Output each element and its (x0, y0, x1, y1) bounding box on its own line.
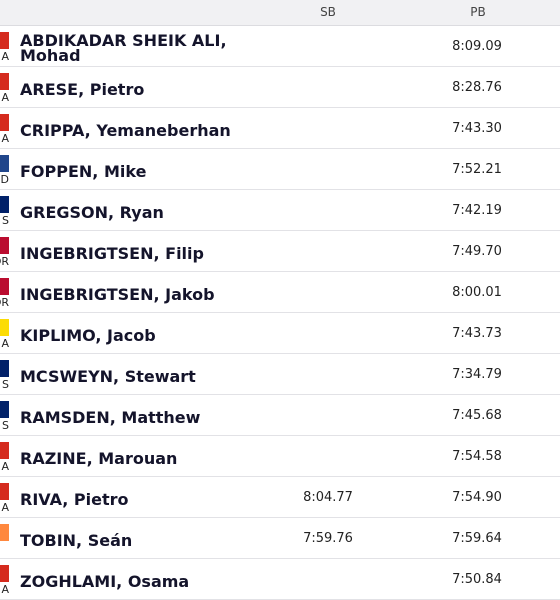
athlete-name: CRIPPA, Yemaneberhan (20, 121, 231, 140)
personal-best: 7:54.90 (452, 490, 502, 505)
country-code: OR (0, 255, 9, 268)
country-code: A (1, 337, 9, 350)
athlete-name: RAMSDEN, Matthew (20, 408, 201, 427)
athlete-name: ZOGHLAMI, Osama (20, 572, 190, 591)
flag-icon (0, 524, 9, 541)
athlete-row: S GREGSON, Ryan 7:42.19 (0, 190, 560, 231)
country-code: A (1, 132, 9, 145)
athlete-row: A ABDIKADAR SHEIK ALI, Mohad 8:09.09 (0, 26, 560, 67)
country-code: A (1, 91, 9, 104)
personal-best: 7:45.68 (452, 408, 502, 423)
athlete-name: RIVA, Pietro (20, 490, 129, 509)
personal-best: 7:54.58 (452, 449, 502, 464)
flag-icon (0, 401, 9, 418)
athlete-name: INGEBRIGTSEN, Jakob (20, 285, 215, 304)
athlete-row: OR INGEBRIGTSEN, Jakob 8:00.01 (0, 272, 560, 313)
country-code: OR (0, 296, 9, 309)
personal-best: 7:59.64 (452, 531, 502, 546)
flag-icon (0, 319, 9, 336)
athlete-row: A KIPLIMO, Jacob 7:43.73 (0, 313, 560, 354)
personal-best: 7:42.19 (452, 203, 502, 218)
flag-icon (0, 32, 9, 49)
personal-best: 8:28.76 (452, 80, 502, 95)
country-code: A (1, 460, 9, 473)
personal-best: 7:52.21 (452, 162, 502, 177)
athlete-row: A ARESE, Pietro 8:28.76 (0, 67, 560, 108)
athlete-name: TOBIN, Seán (20, 531, 133, 550)
season-best: 7:59.76 (303, 531, 353, 546)
athlete-row: A CRIPPA, Yemaneberhan 7:43.30 (0, 108, 560, 149)
athlete-name: ABDIKADAR SHEIK ALI, Mohad (20, 31, 227, 65)
country-code: A (1, 583, 9, 596)
flag-icon (0, 73, 9, 90)
athlete-name: GREGSON, Ryan (20, 203, 164, 222)
personal-best: 8:09.09 (452, 39, 502, 54)
athlete-name: KIPLIMO, Jacob (20, 326, 156, 345)
athlete-row: OR INGEBRIGTSEN, Filip 7:49.70 (0, 231, 560, 272)
athlete-row: A RAZINE, Marouan 7:54.58 (0, 436, 560, 477)
flag-icon (0, 360, 9, 377)
flag-icon (0, 237, 9, 254)
season-best: 8:04.77 (303, 490, 353, 505)
athlete-row: A ZOGHLAMI, Osama 7:50.84 (0, 559, 560, 600)
athlete-row: S MCSWEYN, Stewart 7:34.79 (0, 354, 560, 395)
flag-icon (0, 196, 9, 213)
athlete-row: S RAMSDEN, Matthew 7:45.68 (0, 395, 560, 436)
flag-icon (0, 114, 9, 131)
athlete-name: RAZINE, Marouan (20, 449, 178, 468)
country-code: A (1, 501, 9, 514)
table-header: SB PB (0, 0, 560, 26)
country-code: D (0, 173, 9, 186)
country-code: S (2, 214, 9, 227)
country-code: A (1, 50, 9, 63)
personal-best: 7:50.84 (452, 572, 502, 587)
flag-icon (0, 155, 9, 172)
personal-best: 7:43.30 (452, 121, 502, 136)
country-code: S (2, 378, 9, 391)
flag-icon (0, 442, 9, 459)
pb-header: PB (470, 5, 486, 19)
athlete-row: D FOPPEN, Mike 7:52.21 (0, 149, 560, 190)
personal-best: 7:34.79 (452, 367, 502, 382)
sb-header: SB (320, 5, 336, 19)
personal-best: 7:49.70 (452, 244, 502, 259)
athlete-name: FOPPEN, Mike (20, 162, 147, 181)
flag-icon (0, 565, 9, 582)
athlete-name: ARESE, Pietro (20, 80, 145, 99)
personal-best: 8:00.01 (452, 285, 502, 300)
athlete-name: MCSWEYN, Stewart (20, 367, 196, 386)
personal-best: 7:43.73 (452, 326, 502, 341)
athlete-row: A RIVA, Pietro 8:04.77 7:54.90 (0, 477, 560, 518)
athlete-name: INGEBRIGTSEN, Filip (20, 244, 204, 263)
country-code: S (2, 419, 9, 432)
flag-icon (0, 278, 9, 295)
flag-icon (0, 483, 9, 500)
athlete-row: TOBIN, Seán 7:59.76 7:59.64 (0, 518, 560, 559)
